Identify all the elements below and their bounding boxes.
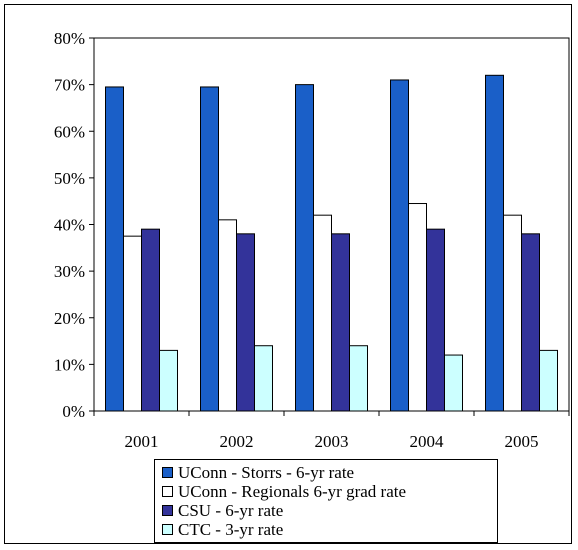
- bar-2003-series-1: [295, 84, 314, 412]
- bar-2004-series-4: [444, 354, 463, 412]
- bar-2001-series-3: [141, 228, 160, 412]
- x-tick-label: 2001: [125, 432, 159, 451]
- legend-swatch: [162, 486, 173, 497]
- y-tick-label: 60%: [54, 122, 85, 141]
- bar-2003-series-4: [349, 345, 368, 412]
- bar-2002-series-3: [236, 233, 255, 412]
- bar-2005-series-1: [485, 74, 504, 412]
- bar-2003-series-2: [313, 214, 332, 412]
- y-tick-label: 80%: [54, 29, 85, 48]
- bar-2002-series-1: [200, 86, 219, 412]
- bar-2004-series-2: [408, 203, 427, 412]
- bar-2005-series-2: [503, 214, 522, 412]
- y-tick-label: 10%: [54, 355, 85, 374]
- legend-item: UConn - Regionals 6-yr grad rate: [162, 482, 497, 501]
- bar-2002-series-2: [218, 219, 237, 412]
- legend-item: UConn - Storrs - 6-yr rate: [162, 463, 497, 482]
- legend-label: UConn - Storrs - 6-yr rate: [178, 463, 355, 482]
- x-tick-label: 2003: [315, 432, 349, 451]
- y-tick-label: 50%: [54, 169, 85, 188]
- x-tick-label: 2002: [220, 432, 254, 451]
- bar-2001-series-1: [105, 86, 124, 412]
- x-tick-label: 2005: [505, 432, 539, 451]
- y-axis: 0% 10% 20% 30% 40% 50% 60% 70% 80%: [54, 29, 94, 421]
- legend-item: CSU - 6-yr rate: [162, 501, 497, 520]
- legend-label: CTC - 3-yr rate: [178, 520, 284, 539]
- bar-2005-series-4: [539, 349, 558, 412]
- bar-2001-series-2: [123, 235, 142, 412]
- y-tick-label: 0%: [62, 402, 85, 421]
- legend-swatch: [162, 524, 173, 535]
- bar-2001-series-4: [159, 349, 178, 412]
- bar-series: [105, 74, 558, 412]
- x-axis: 2001 2002 2003 2004 2005: [93, 411, 570, 451]
- legend-swatch: [162, 505, 173, 516]
- bar-2002-series-4: [254, 345, 273, 412]
- legend-swatch: [162, 467, 173, 478]
- legend-label: UConn - Regionals 6-yr grad rate: [178, 482, 407, 501]
- bar-2003-series-3: [331, 233, 350, 412]
- y-tick-label: 70%: [54, 76, 85, 95]
- legend: UConn - Storrs - 6-yr rate UConn - Region…: [154, 459, 498, 543]
- y-tick-label: 30%: [54, 262, 85, 281]
- bar-2004-series-3: [426, 228, 445, 412]
- legend-item: CTC - 3-yr rate: [162, 520, 497, 539]
- legend-label: CSU - 6-yr rate: [178, 501, 284, 520]
- y-tick-label: 40%: [54, 216, 85, 235]
- bar-2004-series-1: [390, 79, 409, 412]
- bar-2005-series-3: [521, 233, 540, 412]
- x-tick-label: 2004: [410, 432, 445, 451]
- y-tick-label: 20%: [54, 309, 85, 328]
